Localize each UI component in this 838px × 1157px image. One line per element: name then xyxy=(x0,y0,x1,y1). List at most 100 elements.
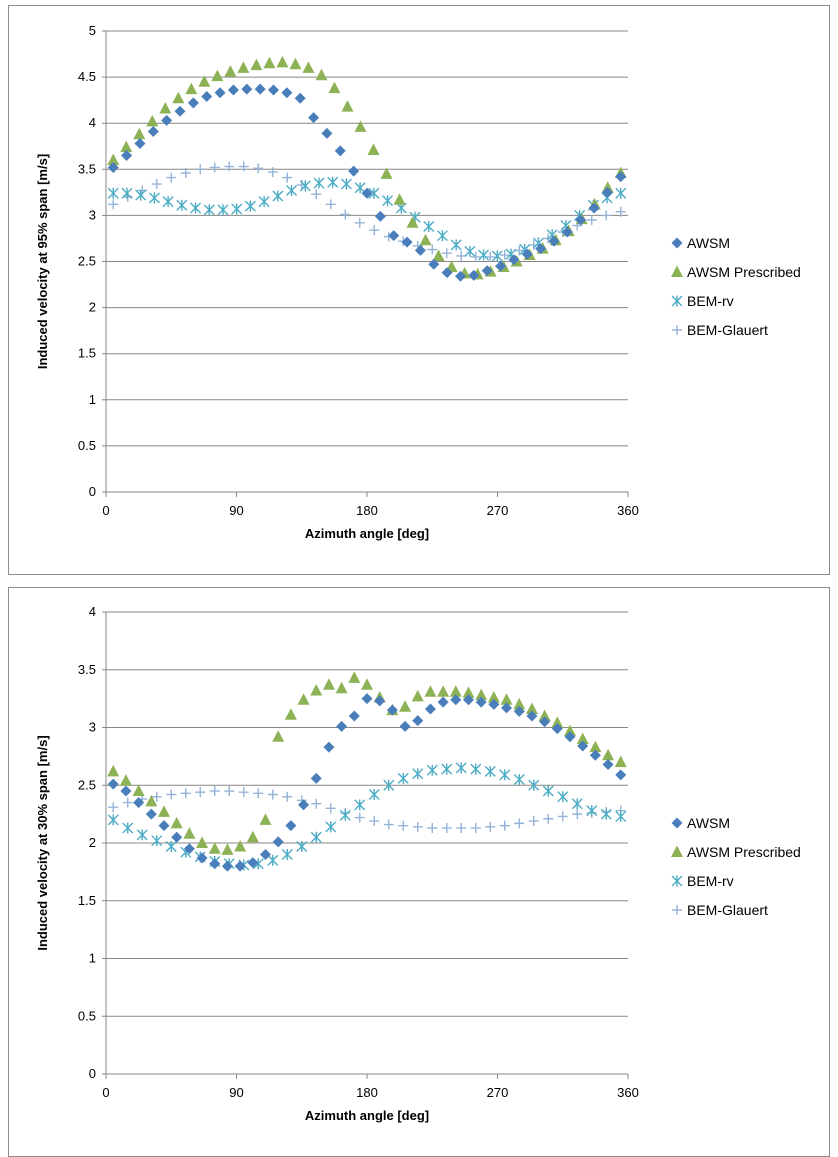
data-point xyxy=(340,178,352,190)
data-point xyxy=(380,167,393,179)
data-point xyxy=(398,820,409,831)
data-point xyxy=(272,190,284,202)
data-point xyxy=(464,245,476,257)
data-point xyxy=(147,125,159,137)
data-point xyxy=(441,267,453,279)
data-point xyxy=(437,696,449,708)
data-point xyxy=(601,210,612,221)
y-tick-label: 1 xyxy=(89,392,96,407)
data-point xyxy=(281,87,293,99)
data-point xyxy=(383,779,395,791)
y-tick-label: 2.5 xyxy=(78,254,96,269)
data-point xyxy=(600,808,612,820)
data-point xyxy=(615,769,627,781)
data-point xyxy=(196,836,209,848)
data-point xyxy=(166,789,177,800)
legend-marker xyxy=(672,325,682,335)
data-point xyxy=(299,180,311,192)
legend-marker xyxy=(671,295,683,307)
data-point xyxy=(615,171,627,183)
series-bem-rv xyxy=(107,762,627,871)
data-point xyxy=(528,816,539,827)
data-point xyxy=(432,249,445,261)
data-point xyxy=(501,702,513,714)
data-point xyxy=(449,685,462,697)
data-point xyxy=(224,65,237,77)
data-point xyxy=(424,685,437,697)
data-point xyxy=(383,819,394,830)
data-point xyxy=(426,764,438,776)
y-tick-label: 4 xyxy=(89,115,96,130)
data-point xyxy=(185,82,198,95)
data-point xyxy=(470,763,482,775)
data-point xyxy=(121,149,133,161)
data-point xyxy=(551,716,564,728)
data-point xyxy=(325,821,337,833)
data-point xyxy=(481,265,493,277)
series-bem-glauert xyxy=(108,161,626,262)
data-point xyxy=(285,820,297,832)
data-point xyxy=(513,705,525,717)
data-point xyxy=(170,816,183,829)
legend-marker xyxy=(671,817,683,829)
x-tick-label: 270 xyxy=(487,1085,509,1100)
data-point xyxy=(159,101,172,114)
data-point xyxy=(386,704,398,716)
data-point xyxy=(146,114,159,127)
data-point xyxy=(267,167,278,178)
legend-marker xyxy=(672,905,682,915)
data-point xyxy=(521,248,533,260)
data-point xyxy=(419,233,432,246)
data-point xyxy=(253,163,264,174)
data-point xyxy=(441,248,452,259)
y-tick-label: 0.5 xyxy=(78,438,96,453)
legend-marker xyxy=(671,845,683,857)
x-tick-label: 360 xyxy=(617,1085,639,1100)
data-point xyxy=(310,684,323,696)
data-point xyxy=(488,698,500,710)
data-point xyxy=(348,671,361,683)
data-point xyxy=(374,695,386,707)
data-point xyxy=(485,821,496,832)
data-point xyxy=(615,206,626,217)
data-point xyxy=(234,839,247,852)
data-point xyxy=(211,69,224,82)
data-point xyxy=(119,774,132,786)
data-point xyxy=(237,61,250,73)
data-point xyxy=(354,217,365,228)
data-point xyxy=(514,245,525,256)
data-point xyxy=(136,829,148,841)
data-point xyxy=(454,270,466,282)
data-point xyxy=(322,678,335,690)
legend-label: BEM-Glauert xyxy=(687,902,768,918)
legend-marker xyxy=(671,265,683,277)
data-point xyxy=(238,161,249,172)
data-point xyxy=(361,187,373,199)
data-point xyxy=(436,230,448,242)
data-point xyxy=(224,161,235,172)
data-point xyxy=(615,187,627,199)
data-point xyxy=(208,842,221,854)
y-tick-label: 2 xyxy=(89,835,96,850)
data-point xyxy=(335,681,348,694)
y-tick-label: 3.5 xyxy=(78,662,96,677)
data-point xyxy=(247,857,259,869)
data-point xyxy=(148,192,160,204)
data-point xyxy=(508,254,520,266)
data-point xyxy=(528,779,540,791)
data-point xyxy=(397,772,409,784)
series-awsm-prescribed xyxy=(107,55,627,280)
data-point xyxy=(259,813,272,825)
data-point xyxy=(487,690,500,703)
data-point xyxy=(450,694,462,706)
chart-bottom: 0 0.5 1 1.5 2 2.5 3 3.5 4 0 90 180 270 360 Azimuth ang… xyxy=(8,587,830,1157)
data-point xyxy=(354,182,366,194)
data-point xyxy=(586,215,597,226)
data-point xyxy=(602,758,614,770)
data-point xyxy=(368,788,380,800)
legend: AWSM AWSM Prescribed BEM-rv BEM-Glauert xyxy=(671,235,801,338)
data-point xyxy=(328,81,341,94)
data-point xyxy=(267,854,279,866)
data-point xyxy=(393,193,406,205)
data-point xyxy=(485,251,496,262)
